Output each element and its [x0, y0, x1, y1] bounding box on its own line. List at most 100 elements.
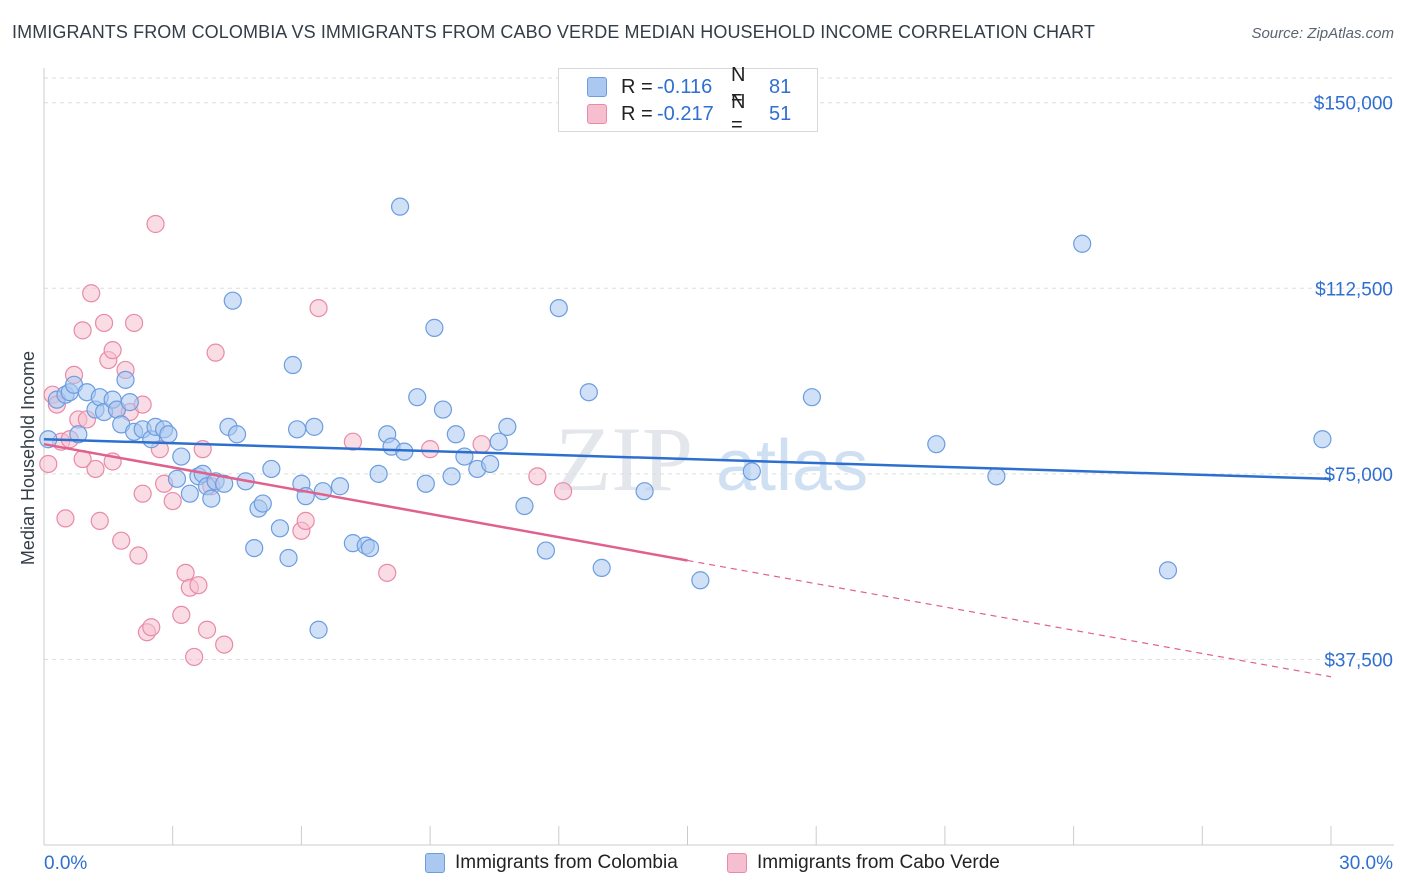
data-point-caboverde — [296, 511, 315, 530]
data-point-colombia — [215, 474, 234, 493]
legend-swatch-caboverde — [727, 853, 747, 873]
legend-swatch-caboverde — [587, 104, 607, 124]
legend-row-caboverde: R = -0.217 N = 51 — [587, 91, 791, 136]
data-point-colombia — [1073, 234, 1092, 253]
data-point-colombia — [279, 548, 298, 568]
data-point-colombia — [120, 393, 139, 412]
x-tick-label: 30.0% — [1339, 853, 1393, 874]
y-tick-label: $37,500 — [1324, 650, 1393, 671]
legend-label-caboverde: Immigrants from Cabo Verde — [757, 852, 1000, 873]
x-tick-label: 0.0% — [44, 853, 87, 874]
legend-n-label: N = — [731, 64, 746, 109]
data-point-caboverde — [56, 509, 75, 528]
y-tick-label: $75,000 — [1324, 465, 1393, 486]
watermark-atlas: atlas — [716, 426, 868, 506]
data-point-colombia — [227, 425, 247, 444]
data-point-caboverde — [82, 284, 101, 303]
x-tick-labels: 0.0% 30.0% — [44, 853, 1393, 874]
data-point-colombia — [390, 197, 410, 216]
data-point-colombia — [116, 370, 135, 389]
data-point-colombia — [498, 417, 517, 436]
data-point-colombia — [270, 519, 290, 538]
data-point-colombia — [330, 477, 350, 496]
data-point-colombia — [433, 400, 453, 419]
data-point-colombia — [69, 425, 88, 444]
data-point-colombia — [691, 571, 710, 590]
data-point-caboverde — [215, 635, 234, 654]
data-point-caboverde — [309, 299, 328, 318]
data-point-caboverde — [472, 435, 491, 454]
data-point-colombia — [1158, 561, 1178, 580]
data-point-colombia — [987, 467, 1006, 486]
data-point-colombia — [360, 538, 380, 558]
legend-swatch-colombia — [425, 853, 445, 873]
data-point-colombia — [416, 474, 435, 493]
stats-legend: R = -0.116 N = 81 R = -0.217 N = 51 — [558, 64, 818, 136]
data-point-colombia — [489, 432, 508, 451]
data-point-colombia — [369, 464, 388, 483]
legend-row-colombia: R = -0.116 N = 81 — [587, 64, 792, 109]
y-tick-labels: $37,500 $75,000 $112,500 $150,000 — [1314, 94, 1393, 672]
legend-r-label: R = — [621, 75, 653, 98]
data-point-caboverde — [172, 605, 191, 625]
series-legend: Immigrants from Colombia Immigrants from… — [0, 852, 1406, 878]
data-point-colombia — [635, 482, 654, 501]
trend-lines — [43, 437, 1332, 678]
legend-r-value: -0.116 — [657, 75, 713, 98]
data-point-caboverde — [86, 459, 105, 479]
y-axis-title: Median Household Income — [18, 351, 38, 565]
data-point-caboverde — [103, 341, 122, 360]
data-point-colombia — [309, 620, 328, 639]
data-point-caboverde — [112, 531, 131, 550]
data-point-caboverde — [421, 440, 440, 459]
data-point-colombia — [180, 484, 199, 503]
data-point-colombia — [455, 447, 474, 466]
data-point-caboverde — [94, 313, 114, 333]
trend-line-caboverde-extension — [687, 559, 1332, 678]
legend-n-value: 81 — [769, 75, 792, 98]
data-point-caboverde — [129, 546, 148, 565]
data-point-colombia — [408, 388, 427, 407]
data-point-caboverde — [378, 563, 397, 582]
data-point-caboverde — [124, 313, 144, 333]
data-point-colombia — [515, 496, 534, 516]
data-point-colombia — [313, 482, 332, 501]
data-point-caboverde — [163, 491, 182, 511]
data-point-colombia — [549, 299, 568, 318]
data-point-colombia — [245, 538, 264, 558]
data-point-colombia — [446, 425, 465, 444]
data-point-caboverde — [528, 467, 547, 486]
data-point-colombia — [167, 469, 187, 488]
data-point-colombia — [305, 417, 324, 436]
data-point-caboverde — [343, 432, 362, 451]
data-point-caboverde — [133, 484, 152, 503]
legend-swatch-colombia — [587, 77, 607, 97]
data-point-colombia — [202, 489, 221, 508]
data-point-caboverde — [142, 618, 161, 637]
source-credit: Source: ZipAtlas.com — [1251, 25, 1394, 42]
data-point-colombia — [172, 447, 191, 466]
legend-item-colombia[interactable]: Immigrants from Colombia — [425, 852, 678, 874]
data-point-caboverde — [185, 647, 204, 667]
data-point-colombia — [442, 467, 461, 486]
data-point-colombia — [283, 355, 302, 375]
data-point-caboverde — [146, 214, 165, 234]
legend-r-label: R = — [621, 102, 653, 125]
watermark: ZIP atlas — [555, 408, 868, 510]
data-point-colombia — [1313, 430, 1332, 449]
data-point-caboverde — [39, 454, 58, 474]
data-point-colombia — [742, 462, 761, 481]
trend-line-caboverde — [43, 442, 688, 562]
data-point-colombia — [536, 541, 556, 560]
data-point-colombia — [481, 454, 500, 474]
data-point-caboverde — [189, 576, 208, 595]
chart-title: IMMIGRANTS FROM COLOMBIA VS IMMIGRANTS F… — [12, 22, 1096, 42]
data-point-colombia — [579, 383, 598, 402]
legend-item-caboverde[interactable]: Immigrants from Cabo Verde — [727, 852, 1000, 874]
legend-n-label: N = — [731, 91, 746, 136]
data-point-colombia — [253, 494, 272, 513]
data-point-colombia — [262, 459, 281, 479]
data-point-colombia — [288, 420, 307, 439]
data-point-colombia — [223, 291, 242, 310]
